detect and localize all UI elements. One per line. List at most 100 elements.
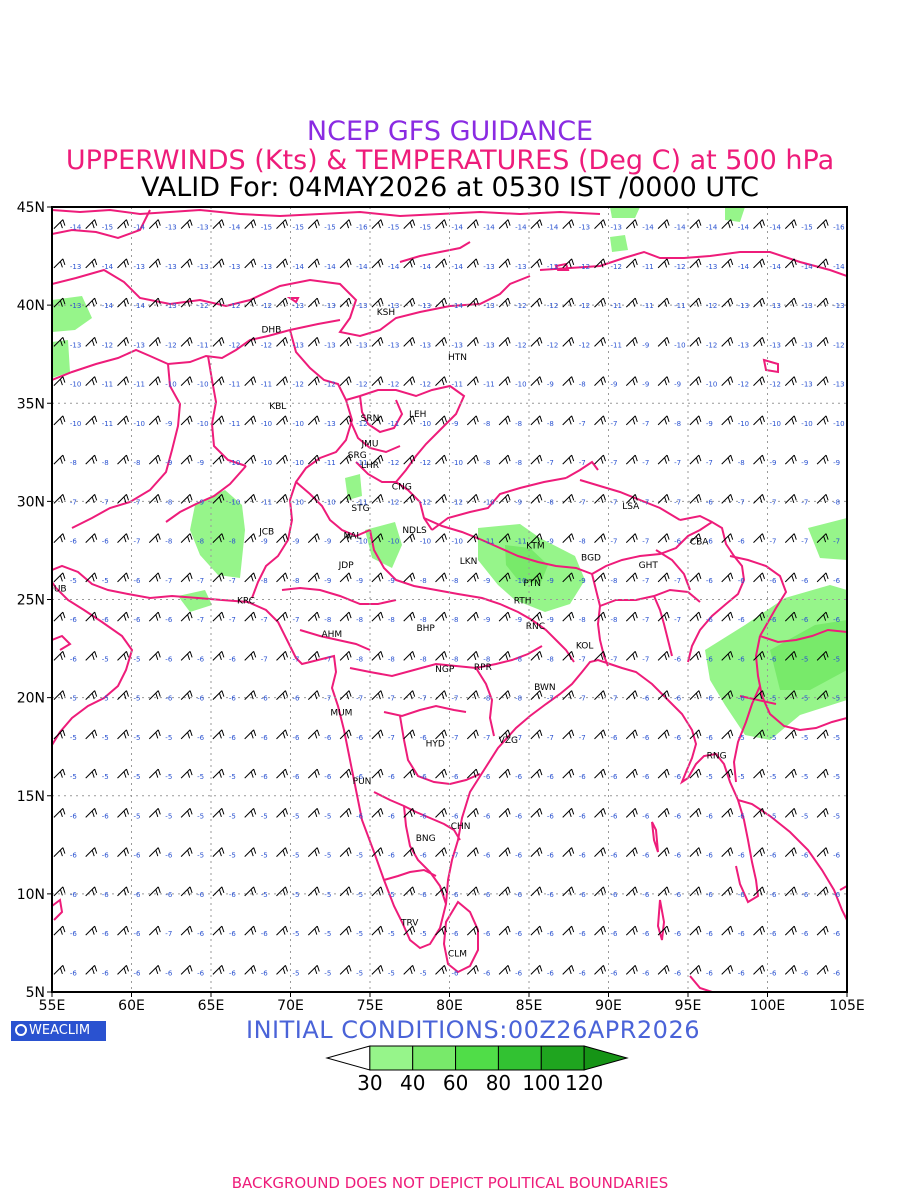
temperature-label: -10 [452,459,463,467]
wind-barb [212,808,225,818]
temperature-label: -10 [70,381,81,389]
temperature-label: -16 [833,224,845,232]
temperature-label: -6 [515,969,523,977]
wind-barb [816,847,829,857]
wind-barb [530,611,543,622]
wind-barb [117,337,129,347]
wind-barb [562,219,575,229]
temperature-label: -13 [324,341,335,349]
wind-barb [435,768,447,779]
temperature-label: -6 [801,930,809,938]
wind-barb [117,808,129,818]
temperature-label: -5 [356,969,363,977]
wind-barb [435,297,447,308]
temperature-label: -6 [547,930,555,938]
temperature-label: -6 [420,852,428,860]
wind-barb [466,415,479,426]
wind-barb [562,494,575,504]
wind-barb [371,258,384,269]
temperature-label: -10 [515,577,526,585]
wind-barb [435,415,447,426]
wind-barb [435,651,447,661]
temperature-label: -7 [674,616,681,624]
temperature-label: -8 [611,577,618,585]
temperature-label: -6 [738,891,746,899]
lat-tick-label: 35N [17,396,45,412]
temperature-label: -7 [674,459,681,467]
wind-barb [371,494,384,504]
station-label: NDLS [402,526,427,536]
temperature-label: -13 [197,263,208,271]
wind-barb [689,847,702,857]
temperature-label: -6 [674,538,682,546]
temperature-label: -8 [738,459,745,467]
wind-barb [721,847,734,857]
wind-barb [594,454,606,465]
wind-barb [435,454,447,465]
temperature-label: -9 [515,498,522,506]
temperature-label: -6 [293,695,301,703]
temperature-label: -8 [388,616,395,624]
wind-barb [339,454,352,465]
temperature-label: -7 [642,577,649,585]
wind-barb [403,415,416,426]
wind-barb [530,965,543,975]
station-label: LSA [622,502,640,512]
wind-barb [307,454,320,465]
temperature-label: -13 [483,263,494,271]
wind-barb [180,925,193,936]
wind-barb [276,611,288,622]
wind-barb [371,847,384,857]
temperature-label: -6 [738,577,746,585]
temperature-label: -12 [547,263,558,271]
temperature-label: -7 [452,734,459,742]
wind-barb [435,965,447,975]
temperature-label: -6 [70,891,78,899]
wind-barb [594,297,606,308]
wind-barb [594,258,606,269]
temperature-label: -8 [165,538,172,546]
wind-barb [435,729,447,740]
temperature-label: -13 [483,302,494,310]
temperature-label: -12 [229,302,240,310]
temperature-label: -9 [388,577,395,585]
temperature-label: -9 [261,538,268,546]
temperature-label: -5 [102,577,109,585]
temperature-label: -7 [388,734,395,742]
map-axes: 55E 60E 65E 70E 75E 80E 85E 90E 95E 100E 105E 45N 40… [17,200,865,1014]
temperature-label: -14 [229,224,241,232]
wind-barb [244,219,257,229]
temperature-label: -6 [770,969,778,977]
temperature-label: -10 [197,381,208,389]
wind-barb [784,572,797,583]
wind-barb [435,219,447,229]
wind-barb [403,572,416,583]
wind-barb [784,219,797,229]
wind-barb [403,690,416,700]
wind-barb [689,494,702,504]
temperature-label: -6 [738,930,746,938]
wind-barb [816,258,829,269]
temperature-label: -6 [102,852,110,860]
temperature-label: -6 [515,930,523,938]
temperature-label: -11 [197,341,208,349]
wind-barb [530,572,543,583]
station-label: DHB [261,326,281,336]
temperature-label: -13 [420,341,431,349]
temperature-label: -5 [134,734,141,742]
wind-barb [212,965,225,975]
wind-barb [498,965,511,975]
temperature-label: -10 [706,381,717,389]
wind-barb [85,297,98,308]
temperature-label: -11 [356,459,367,467]
wind-barb [307,847,320,857]
wind-barb [117,415,129,426]
temperature-label: -6 [674,891,682,899]
temperature-label: -7 [324,695,331,703]
temperature-label: -5 [388,891,395,899]
wind-barb [466,219,479,229]
temperature-label: -12 [770,381,781,389]
wind-barb [816,690,829,700]
wind-barb [689,925,702,936]
wind-barb [53,572,66,583]
